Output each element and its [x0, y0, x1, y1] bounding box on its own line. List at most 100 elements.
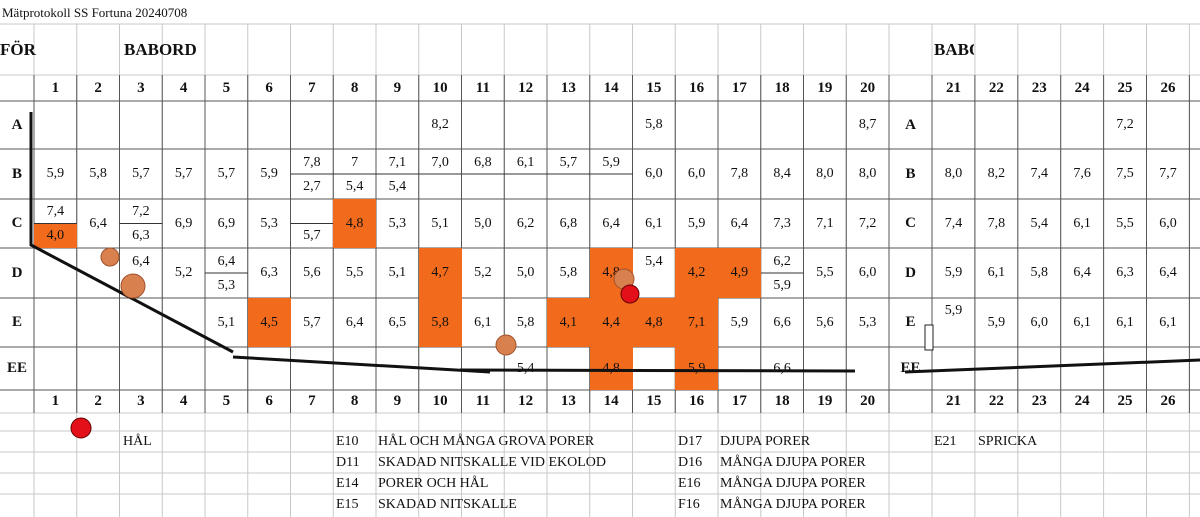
cell-value: 6,4 — [602, 215, 620, 231]
cell-value: 4,8 — [632, 298, 676, 347]
cell-value: 7,7 — [1159, 166, 1177, 181]
cell-value: 4,8 — [589, 347, 633, 390]
column-number: 26 — [1160, 393, 1176, 409]
cell-value: 5,5 — [816, 265, 834, 280]
cell-value: 7,1 — [675, 298, 718, 347]
column-number: 19 — [817, 393, 833, 409]
column-number: 25 — [1117, 79, 1133, 96]
cell-value: 5,2 — [474, 265, 492, 280]
column-number: 13 — [560, 79, 576, 96]
cell-value: 5,6 — [816, 314, 834, 330]
cell-value: 6,9 — [174, 215, 193, 231]
cell-value: 7,2 — [1116, 117, 1134, 132]
column-number: 19 — [817, 79, 833, 96]
column-number: 24 — [1074, 393, 1090, 409]
cell-value-top: 6,2 — [773, 253, 791, 269]
row-label: A — [905, 116, 916, 133]
column-number: 12 — [518, 79, 534, 96]
cell-value: 5,9 — [46, 166, 65, 181]
column-number: 18 — [774, 79, 790, 96]
cell-value: 5,8 — [418, 298, 462, 347]
row-label: B — [905, 165, 916, 182]
cell-value: 7,2 — [858, 215, 877, 231]
cell-value: 5,0 — [474, 215, 492, 231]
column-number: 14 — [603, 79, 619, 96]
note-code: F16 — [678, 496, 700, 512]
cell-value-bottom: 2,7 — [303, 178, 321, 194]
cell-value-bottom: 5,9 — [773, 277, 791, 293]
cell-value: 6,0 — [858, 265, 877, 280]
cell-value: 4,5 — [247, 298, 291, 347]
note-text: SKADAD NITSKALLE — [378, 496, 517, 512]
row-label: EE — [6, 360, 27, 376]
note-code: E10 — [336, 433, 359, 449]
column-number: 25 — [1117, 393, 1133, 409]
cell-value-bottom: 6,3 — [132, 227, 150, 243]
cell-value: 6,0 — [1159, 215, 1177, 231]
note-text: MÅNGA DJUPA PORER — [720, 475, 866, 491]
cell-value: 5,1 — [217, 314, 236, 330]
cell-value: 7,1 — [816, 215, 834, 231]
row-label: C — [905, 215, 916, 231]
row-label: B — [11, 165, 22, 182]
cell-value: 6,6 — [773, 314, 791, 330]
cell-value: 6,4 — [1073, 265, 1091, 280]
column-number: 20 — [860, 79, 876, 96]
column-number: 15 — [646, 393, 662, 409]
cell-value: 5,4 — [1030, 215, 1048, 231]
column-number: 8 — [350, 79, 359, 96]
cell-value: 6,1 — [1116, 314, 1134, 330]
cell-value-top: 7,2 — [132, 204, 150, 220]
column-number: 20 — [860, 393, 876, 409]
cell-value-top: 6,1 — [516, 154, 535, 170]
row-label: E — [905, 314, 916, 330]
red-dot — [70, 417, 92, 439]
spot — [495, 334, 517, 356]
note-code: E21 — [934, 433, 957, 449]
note-code: E15 — [336, 496, 359, 512]
cell-value: 4,8 — [333, 199, 376, 248]
cell-value: 6,4 — [345, 314, 364, 330]
cell-value: 6,1 — [1073, 215, 1091, 231]
column-number: 1 — [51, 393, 60, 409]
cell-value: 6,4 — [89, 215, 107, 231]
cell-value: 5,1 — [388, 265, 407, 280]
column-number: 10 — [432, 79, 448, 96]
column-number: 9 — [393, 79, 402, 96]
cell-value: 5,3 — [388, 215, 407, 231]
cell-value: 6,3 — [260, 265, 278, 280]
cell-value-top: 5,9 — [602, 154, 620, 170]
cell-value: 5,5 — [1116, 215, 1134, 231]
cell-value: 6,1 — [645, 215, 663, 231]
cell-value-bottom: 5,3 — [217, 277, 236, 293]
cell-value: 5,7 — [174, 166, 193, 181]
cell-value: 5,2 — [174, 265, 193, 280]
cell-value: 8,0 — [858, 166, 877, 181]
column-number: 3 — [137, 79, 145, 96]
row-label: A — [11, 116, 23, 133]
cell-value: 8,2 — [431, 117, 449, 132]
cell-value: 8,4 — [773, 166, 791, 181]
row-label: E — [11, 314, 22, 330]
column-number: 8 — [350, 393, 359, 409]
cell-value-top: 6,4 — [217, 253, 236, 269]
cell-value: 8,2 — [987, 166, 1006, 181]
column-number: 6 — [265, 393, 273, 409]
cell-value: 5,8 — [1030, 265, 1048, 280]
cell-value: 8,0 — [944, 166, 963, 181]
note-code: E16 — [678, 475, 701, 491]
cell-value: 5,9 — [944, 265, 963, 280]
note-code: E14 — [336, 475, 359, 491]
note-text: SKADAD NITSKALLE VID EKOLOD — [378, 454, 606, 470]
column-number: 4 — [179, 393, 188, 409]
note-code: D11 — [336, 454, 360, 470]
cell-value: 7,6 — [1073, 166, 1091, 181]
column-number: 11 — [475, 79, 490, 96]
column-number: 26 — [1160, 79, 1176, 96]
cell-value: 7,3 — [773, 215, 791, 231]
note-text: SPRICKA — [978, 433, 1038, 449]
note-text: MÅNGA DJUPA PORER — [720, 496, 866, 512]
column-number: 16 — [689, 393, 705, 409]
